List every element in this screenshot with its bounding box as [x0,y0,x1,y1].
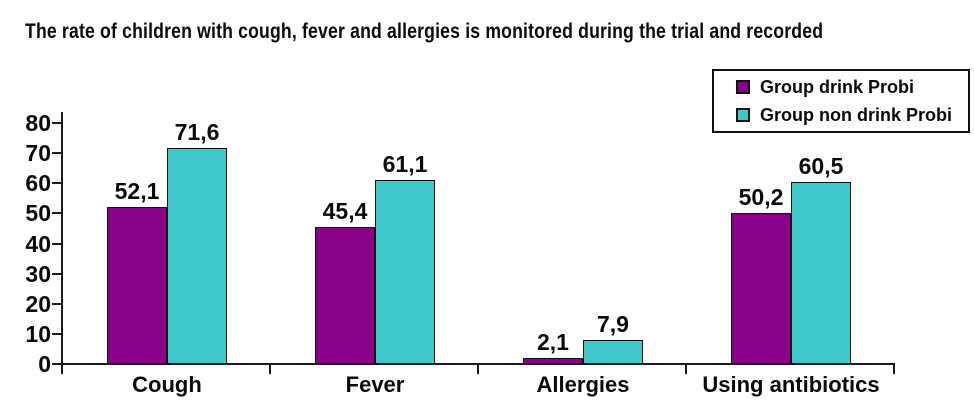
bar-group-drink-probi-allergies [523,357,583,364]
category-label-using-antibiotics: Using antibiotics [702,372,880,397]
value-label-group-non-drink-probi-using-antibiotics: 60,5 [798,152,844,179]
value-label-group-non-drink-probi-cough: 71,6 [174,119,220,146]
bar-group-non-drink-probi-using-antibiotics [791,181,851,364]
x-tick-3 [685,364,687,374]
y-axis-label-60: 60 [25,170,51,197]
y-axis-label-40: 40 [25,230,51,257]
y-axis-label-80: 80 [25,110,51,136]
category-label-fever: Fever [345,372,405,397]
y-axis-label-70: 70 [25,140,51,167]
x-tick-1 [269,364,271,374]
category-label-cough: Cough [132,372,202,397]
value-label-group-drink-probi-using-antibiotics: 50,2 [738,183,784,210]
bar-group-drink-probi-using-antibiotics [731,212,791,364]
y-axis-line [61,112,63,374]
bar-group-non-drink-probi-fever [375,179,435,364]
y-tick-30 [52,272,61,275]
bar-group-non-drink-probi-allergies [583,340,643,364]
legend-swatch-purple [736,80,750,94]
x-tick-4 [893,364,895,374]
value-label-group-drink-probi-fever: 45,4 [322,198,368,225]
y-axis-label-10: 10 [25,320,51,347]
legend: Group drink Probi Group non drink Probi [712,69,970,133]
y-axis-label-0: 0 [38,351,51,377]
y-axis-label-30: 30 [25,260,51,287]
value-label-group-drink-probi-allergies: 2,1 [537,328,569,355]
y-tick-0 [52,363,61,365]
y-tick-80 [52,122,61,124]
y-tick-70 [52,152,61,155]
x-tick-2 [477,364,479,374]
y-tick-60 [52,182,61,185]
value-label-group-non-drink-probi-allergies: 7,9 [597,311,629,338]
y-axis-label-50: 50 [25,200,51,227]
bar-group-drink-probi-fever [315,227,375,364]
y-tick-10 [52,332,61,335]
bar-group-non-drink-probi-cough [167,148,227,364]
category-label-allergies: Allergies [536,372,630,397]
y-tick-50 [52,212,61,215]
legend-label-group-non-drink-probi: Group non drink Probi [760,104,952,125]
bar-group-drink-probi-cough [107,207,167,364]
value-label-group-non-drink-probi-fever: 61,1 [382,150,428,177]
legend-item-group-drink-probi: Group drink Probi [736,76,968,98]
value-label-group-drink-probi-cough: 52,1 [114,178,160,205]
chart-title: The rate of children with cough, fever a… [25,20,824,43]
y-tick-20 [52,302,61,305]
legend-item-group-non-drink-probi: Group non drink Probi [736,104,968,126]
legend-swatch-cyan [736,108,750,122]
y-axis-label-20: 20 [25,290,51,317]
legend-label-group-drink-probi: Group drink Probi [760,76,915,97]
y-tick-40 [52,242,61,245]
